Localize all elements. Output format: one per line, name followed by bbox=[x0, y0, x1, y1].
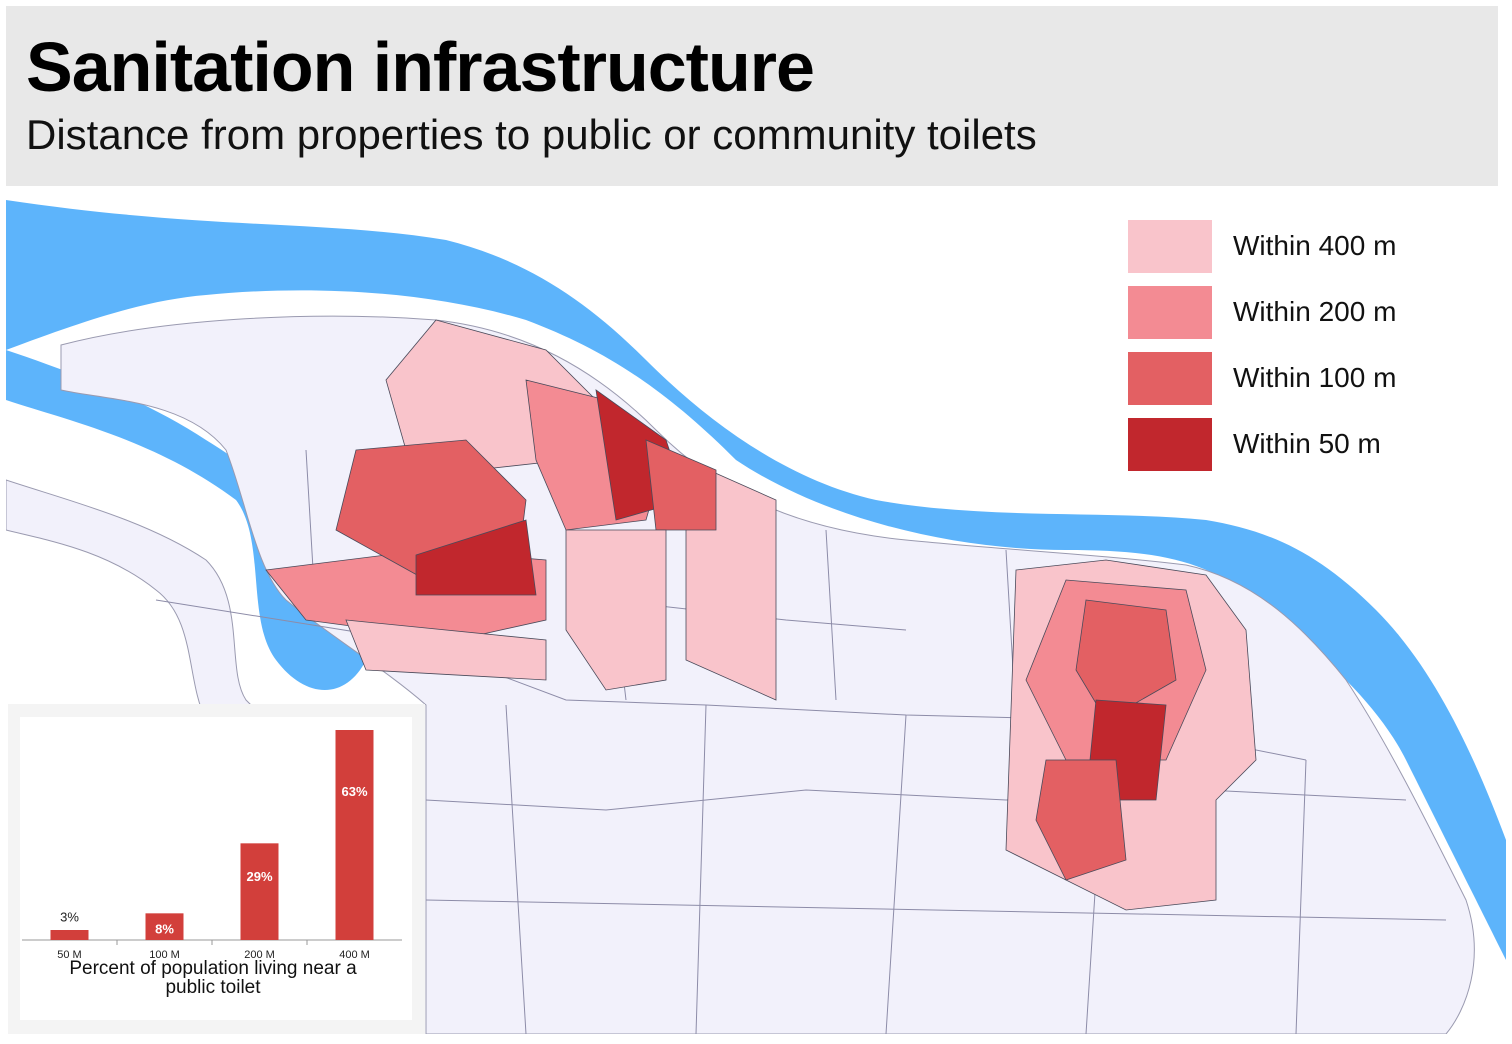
bar bbox=[240, 843, 279, 940]
bar bbox=[145, 913, 184, 940]
bar bbox=[335, 730, 374, 940]
legend-item: Within 400 m bbox=[1128, 213, 1396, 279]
value-label: 8% bbox=[155, 921, 174, 936]
title: Sanitation infrastructure bbox=[26, 28, 815, 106]
legend-label: Within 100 m bbox=[1233, 362, 1397, 393]
subtitle: Distance from properties to public or co… bbox=[26, 111, 1037, 158]
x-tick-label: 50 M bbox=[57, 949, 81, 961]
x-tick-label: 200 M bbox=[244, 949, 275, 961]
header: Sanitation infrastructure Distance from … bbox=[6, 6, 1498, 186]
legend-item: Within 100 m bbox=[1128, 345, 1396, 411]
legend-item: Within 200 m bbox=[1128, 279, 1396, 345]
river bbox=[6, 200, 1506, 960]
legend-swatch bbox=[1128, 285, 1212, 339]
districts bbox=[265, 319, 1257, 911]
legend-label: Within 400 m bbox=[1233, 230, 1397, 261]
bar-chart: 50 M 3% 100 M 8% 200 M 29% 400 M 63% bbox=[22, 730, 402, 961]
legend-label: Within 50 m bbox=[1233, 428, 1381, 459]
value-label: 63% bbox=[341, 784, 367, 799]
x-tick-label: 400 M bbox=[339, 949, 370, 961]
value-label: 29% bbox=[246, 869, 272, 884]
bar bbox=[50, 930, 89, 940]
legend: Within 400 m Within 200 m Within 100 m With… bbox=[1128, 213, 1396, 477]
inset-chart: 50 M 3% 100 M 8% 200 M 29% 400 M 63% Percent of… bbox=[8, 704, 425, 1034]
value-label: 3% bbox=[60, 909, 79, 924]
x-tick-label: 100 M bbox=[149, 949, 180, 961]
chart-title: Percent of population living near a publ… bbox=[69, 958, 357, 998]
legend-swatch bbox=[1128, 219, 1212, 273]
legend-swatch bbox=[1128, 417, 1212, 471]
legend-label: Within 200 m bbox=[1233, 296, 1397, 327]
legend-item: Within 50 m bbox=[1128, 411, 1396, 477]
legend-swatch bbox=[1128, 351, 1212, 405]
